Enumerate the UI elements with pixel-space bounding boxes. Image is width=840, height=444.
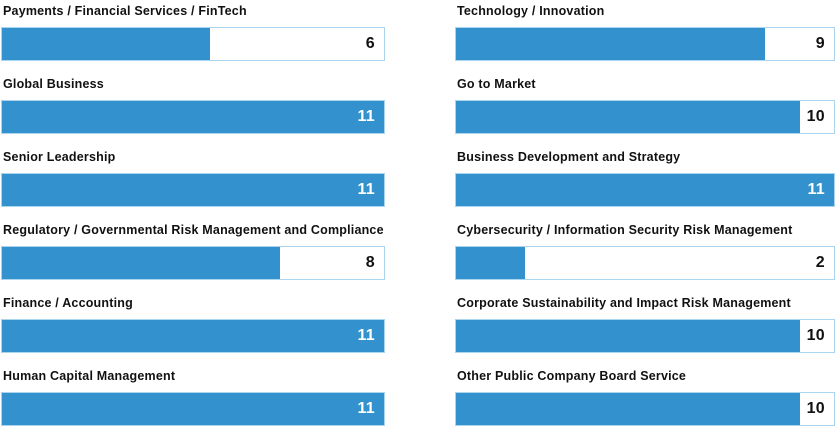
bar-value: 11 bbox=[357, 327, 375, 344]
bar-fill bbox=[456, 101, 800, 133]
bar-fill bbox=[456, 247, 525, 279]
bar-track: 11 bbox=[455, 173, 835, 207]
bar-fill bbox=[2, 174, 384, 206]
bar-fill bbox=[456, 320, 800, 352]
bar-value: 10 bbox=[806, 400, 825, 417]
bar-value: 6 bbox=[365, 35, 375, 52]
bar-row: Other Public Company Board Service 10 bbox=[455, 369, 835, 426]
bar-fill bbox=[2, 247, 280, 279]
bar-value: 8 bbox=[365, 254, 375, 271]
bar-category-label: Other Public Company Board Service bbox=[457, 369, 687, 383]
bar-fill bbox=[2, 393, 384, 425]
bar-track: 6 bbox=[1, 27, 385, 61]
bar-value: 11 bbox=[357, 181, 375, 198]
bar-track: 9 bbox=[455, 27, 835, 61]
bar-category-label: Corporate Sustainability and Impact Risk… bbox=[457, 296, 791, 310]
bar-fill bbox=[2, 320, 384, 352]
bar-value: 11 bbox=[357, 400, 375, 417]
bar-row: Cybersecurity / Information Security Ris… bbox=[455, 223, 835, 280]
bar-fill bbox=[456, 174, 834, 206]
bar-row: Regulatory / Governmental Risk Managemen… bbox=[1, 223, 385, 280]
bar-track: 11 bbox=[1, 173, 385, 207]
bar-track: 11 bbox=[1, 392, 385, 426]
bar-category-label: Cybersecurity / Information Security Ris… bbox=[457, 223, 793, 237]
bar-track: 10 bbox=[455, 100, 835, 134]
bar-fill bbox=[2, 28, 211, 60]
bar-value: 10 bbox=[806, 108, 825, 125]
bar-track: 10 bbox=[455, 392, 835, 426]
bar-track: 11 bbox=[1, 100, 385, 134]
bar-row: Finance / Accounting 11 bbox=[1, 296, 385, 353]
bar-row: Go to Market 10 bbox=[455, 77, 835, 134]
bar-category-label: Go to Market bbox=[457, 77, 536, 91]
bar-value: 9 bbox=[815, 35, 825, 52]
bar-row: Technology / Innovation 9 bbox=[455, 4, 835, 61]
bar-track: 8 bbox=[1, 246, 385, 280]
bar-category-label: Human Capital Management bbox=[3, 369, 176, 383]
bar-category-label: Business Development and Strategy bbox=[457, 150, 681, 164]
bar-category-label: Global Business bbox=[3, 77, 104, 91]
bar-track: 2 bbox=[455, 246, 835, 280]
bar-category-label: Finance / Accounting bbox=[3, 296, 133, 310]
bar-category-label: Regulatory / Governmental Risk Managemen… bbox=[3, 223, 384, 237]
bar-value: 11 bbox=[807, 181, 825, 198]
bar-row: Global Business 11 bbox=[1, 77, 385, 134]
bar-value: 11 bbox=[357, 108, 375, 125]
bar-row: Payments / Financial Services / FinTech 6 bbox=[1, 4, 385, 61]
bar-row: Senior Leadership 11 bbox=[1, 150, 385, 207]
chart-column-left: Payments / Financial Services / FinTech 6… bbox=[1, 4, 385, 442]
bar-fill bbox=[456, 393, 800, 425]
bar-row: Human Capital Management 11 bbox=[1, 369, 385, 426]
bar-value: 10 bbox=[806, 327, 825, 344]
bar-row: Corporate Sustainability and Impact Risk… bbox=[455, 296, 835, 353]
chart-column-right: Technology / Innovation 9 Go to Market 10 Bu… bbox=[455, 4, 835, 442]
bar-value: 2 bbox=[815, 254, 825, 271]
bar-row: Business Development and Strategy 11 bbox=[455, 150, 835, 207]
bar-fill bbox=[2, 101, 384, 133]
bar-category-label: Technology / Innovation bbox=[457, 4, 605, 18]
bar-category-label: Payments / Financial Services / FinTech bbox=[3, 4, 247, 18]
bar-track: 11 bbox=[1, 319, 385, 353]
bar-track: 10 bbox=[455, 319, 835, 353]
bar-fill bbox=[456, 28, 766, 60]
bar-category-label: Senior Leadership bbox=[3, 150, 116, 164]
